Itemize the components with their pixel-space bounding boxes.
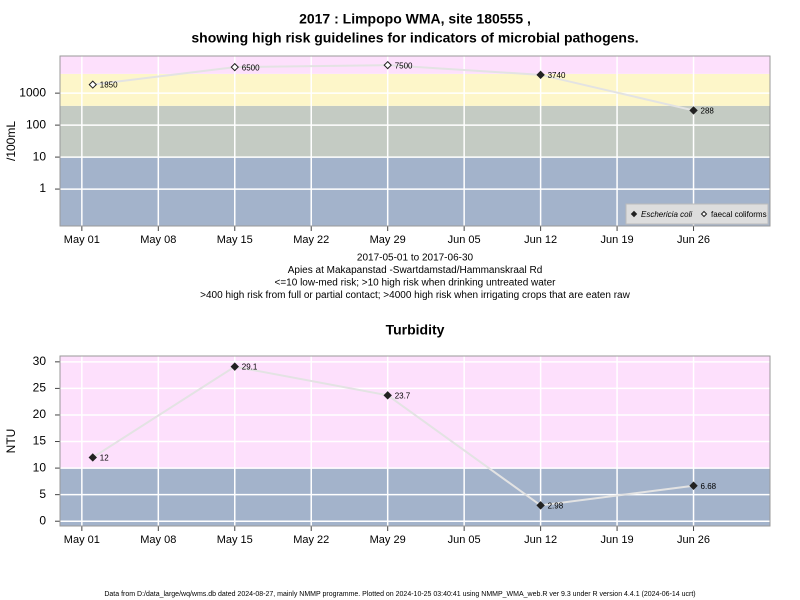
data-point [383,391,392,400]
chart-note: >400 high risk from full or partial cont… [200,290,630,301]
y-tick-label: 10 [33,460,47,474]
data-point [230,362,239,371]
legend-label: faecal coliforms [711,210,767,219]
data-point [689,481,698,490]
data-point [88,453,97,462]
data-label: 288 [701,107,715,116]
data-point [689,106,698,115]
chart-title: 2017 : Limpopo WMA, site 180555 , [299,11,531,27]
x-tick-label: May 22 [293,534,329,546]
x-tick-label: Jun 26 [677,534,710,546]
x-tick-label: Jun 12 [524,534,557,546]
risk-band [60,105,770,158]
x-tick-label: Jun 05 [448,534,481,546]
x-tick-label: Jun 12 [524,234,557,246]
x-tick-label: Jun 19 [601,234,634,246]
legend-marker [630,210,638,218]
risk-band [60,356,770,469]
x-tick-label: Jun 05 [448,234,481,246]
chart-note: <=10 low-med risk; >10 high risk when dr… [275,278,557,289]
data-label: 12 [100,454,109,463]
data-point [536,70,545,80]
plot-frame [59,355,771,527]
data-label: 29.1 [242,363,258,372]
y-tick-label: 100 [26,117,46,131]
data-label: 6.68 [701,482,717,491]
y-tick-label: 20 [33,407,47,421]
y-tick-label: 15 [33,434,47,448]
y-axis-label: NTU [4,429,18,454]
y-tick-label: 25 [33,381,47,395]
x-tick-label: May 08 [140,234,176,246]
legend-label: Eschericia coli [641,210,692,219]
footer: Data from D:/data_large/wq/wms.db dated … [104,591,695,598]
data-point [88,80,97,89]
x-tick-label: Jun 26 [677,234,710,246]
plot-frame [59,55,771,227]
y-tick-label: 1000 [19,85,46,99]
y-tick-label: 1 [39,181,46,195]
data-point [383,60,392,70]
risk-band [60,73,770,106]
y-tick-label: 5 [39,487,46,501]
x-tick-label: May 15 [217,234,253,246]
data-point [536,501,545,510]
x-tick-label: May 01 [64,234,100,246]
chart-title: showing high risk guidelines for indicat… [191,30,638,46]
y-axis-label: /100mL [4,121,18,161]
legend-box [625,203,769,225]
data-label: 7500 [395,61,413,70]
data-label: 23.7 [395,391,411,400]
y-tick-label: 0 [39,513,46,527]
x-tick-label: Jun 19 [601,534,634,546]
data-label: 2.98 [548,501,564,510]
chart-note: 2017-05-01 to 2017-06-30 [357,253,474,264]
data-label: 3740 [548,71,566,80]
y-tick-label: 30 [33,354,47,368]
legend-marker [700,210,708,218]
chart-note: Apies at Makapanstad -Swartdamstad/Hamma… [288,265,543,276]
chart-title: Turbidity [386,322,445,338]
x-tick-label: May 01 [64,534,100,546]
risk-band [60,468,770,526]
data-label: 6500 [242,63,260,72]
x-tick-label: May 29 [370,534,406,546]
data-point [230,62,239,72]
y-tick-label: 10 [33,149,47,163]
x-tick-label: May 15 [217,534,253,546]
x-tick-label: May 08 [140,534,176,546]
x-tick-label: May 29 [370,234,406,246]
x-tick-label: May 22 [293,234,329,246]
data-label: 1850 [100,81,118,90]
risk-band [60,56,770,74]
